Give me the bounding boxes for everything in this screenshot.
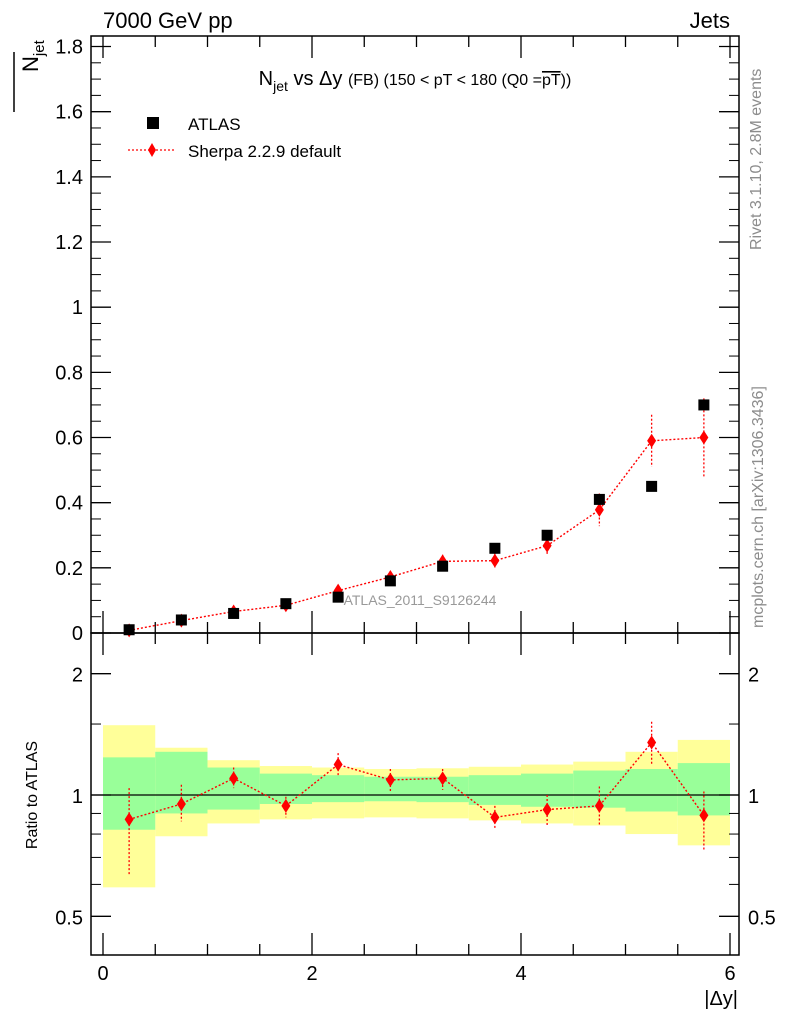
plot-title: Njet vs Δy (FB) (150 < pT < 180 (Q0 =pT)…: [259, 68, 572, 94]
sherpa-main-point: [594, 502, 604, 517]
plot-title-q0: pT: [542, 72, 561, 89]
svg-text:Njet: Njet: [18, 39, 48, 72]
ratio-inner-band: [312, 775, 365, 803]
energy-label: 7000 GeV pp: [103, 8, 233, 33]
ratio-uncertainty-bands: [91, 725, 739, 888]
main-axis-ticks: 0 0.2 0.4 0.6 0.8 1 1.2 1.4 1.6 1.8: [55, 36, 739, 645]
ratio-y-tick-label-left: 1: [72, 786, 83, 808]
sherpa-ratio-point: [229, 771, 239, 786]
sherpa-ratio-point: [594, 798, 604, 813]
x-tick-label: 4: [515, 963, 526, 985]
ratio-axis-ticks: 0.5 0.5 1 1 2 2 0 2 4 6: [55, 633, 776, 985]
sherpa-main-point: [542, 538, 552, 553]
sherpa-main-point: [699, 430, 709, 445]
ratio-panel-frame: [90, 632, 740, 956]
plot-title-fb: (FB): [348, 72, 379, 89]
analysis-watermark: ATLAS_2011_S9126244: [344, 592, 497, 608]
sherpa-ratio-point: [333, 757, 343, 772]
main-y-tick-label: 0: [72, 623, 83, 645]
sherpa-ratio-line: [128, 741, 705, 821]
x-axis-title: |Δy|: [704, 988, 738, 1010]
atlas-data-point: [123, 624, 135, 636]
main-y-tick-label: 1: [72, 297, 83, 319]
sherpa-main-line: [128, 436, 704, 632]
ratio-y-tick-label-right: 0.5: [748, 907, 776, 929]
legend-sherpa-label: Sherpa 2.2.9 default: [188, 142, 341, 161]
y-axis-title: Njet: [13, 39, 48, 112]
sherpa-ratio-point: [699, 808, 709, 823]
main-y-tick-label: 1.8: [55, 37, 83, 59]
sherpa-main-point: [490, 553, 500, 568]
ratio-y-tick-label-left: 0.5: [55, 907, 83, 929]
sherpa-ratio-point: [490, 810, 500, 825]
plot-title-range: (150 < pT < 180 (Q0 =: [379, 72, 542, 89]
atlas-data-point: [280, 598, 292, 610]
sherpa-ratio-point: [647, 735, 657, 750]
plot-title-middle: vs Δy: [288, 68, 348, 90]
plot-title-sub: jet: [272, 78, 288, 94]
mcplots-credit-text: mcplots.cern.ch [arXiv:1306.3436]: [750, 386, 767, 628]
main-y-tick-label: 0.2: [55, 558, 83, 580]
plot-title-close: )): [561, 72, 572, 89]
plot-title-main: N: [259, 68, 273, 90]
atlas-data-point: [646, 480, 658, 492]
process-label: Jets: [690, 8, 730, 33]
x-tick-label: 6: [724, 963, 735, 985]
ratio-y-tick-label-right: 1: [748, 786, 759, 808]
main-y-tick-label: 1.4: [55, 167, 83, 189]
ratio-y-tick-label-right: 2: [748, 665, 759, 687]
sherpa-ratio-point: [281, 798, 291, 813]
ratio-inner-band: [677, 763, 730, 816]
atlas-data-point: [384, 575, 396, 587]
legend-sherpa-marker: [148, 143, 156, 157]
legend-atlas-marker: [147, 117, 159, 129]
x-tick-label: 2: [306, 963, 317, 985]
sherpa-ratio-point: [385, 772, 395, 787]
legend-atlas-label: ATLAS: [188, 115, 241, 134]
sherpa-main-point: [647, 433, 657, 448]
main-y-tick-label: 0.8: [55, 362, 83, 384]
main-data-series: [123, 399, 710, 636]
ratio-inner-band: [468, 775, 521, 805]
x-tick-label: 0: [97, 963, 108, 985]
atlas-data-point: [698, 399, 710, 411]
sherpa-ratio-point: [176, 796, 186, 811]
sherpa-ratio-point: [124, 812, 134, 827]
atlas-data-point: [541, 529, 553, 541]
atlas-data-point: [332, 591, 344, 603]
atlas-data-point: [437, 560, 449, 572]
main-y-tick-label: 0.4: [55, 493, 83, 515]
atlas-data-point: [228, 607, 240, 619]
sherpa-ratio-point: [542, 802, 552, 817]
main-y-tick-label: 1.6: [55, 102, 83, 124]
ratio-mc-series: [124, 721, 709, 876]
y-axis-title-sub: jet: [31, 39, 48, 57]
rivet-version-text: Rivet 3.1.10, 2.8M events: [748, 69, 765, 250]
sherpa-ratio-point: [438, 771, 448, 786]
ratio-y-axis-title: Ratio to ATLAS: [24, 741, 41, 849]
y-axis-title-base: N: [18, 56, 43, 72]
main-y-tick-label: 1.2: [55, 232, 83, 254]
main-y-tick-label: 0.6: [55, 428, 83, 450]
ratio-inner-band: [521, 773, 574, 807]
atlas-data-point: [175, 614, 187, 626]
atlas-data-point: [593, 493, 605, 505]
ratio-inner-band: [625, 769, 678, 812]
ratio-y-tick-label-left: 2: [72, 665, 83, 687]
atlas-data-point: [489, 542, 501, 554]
